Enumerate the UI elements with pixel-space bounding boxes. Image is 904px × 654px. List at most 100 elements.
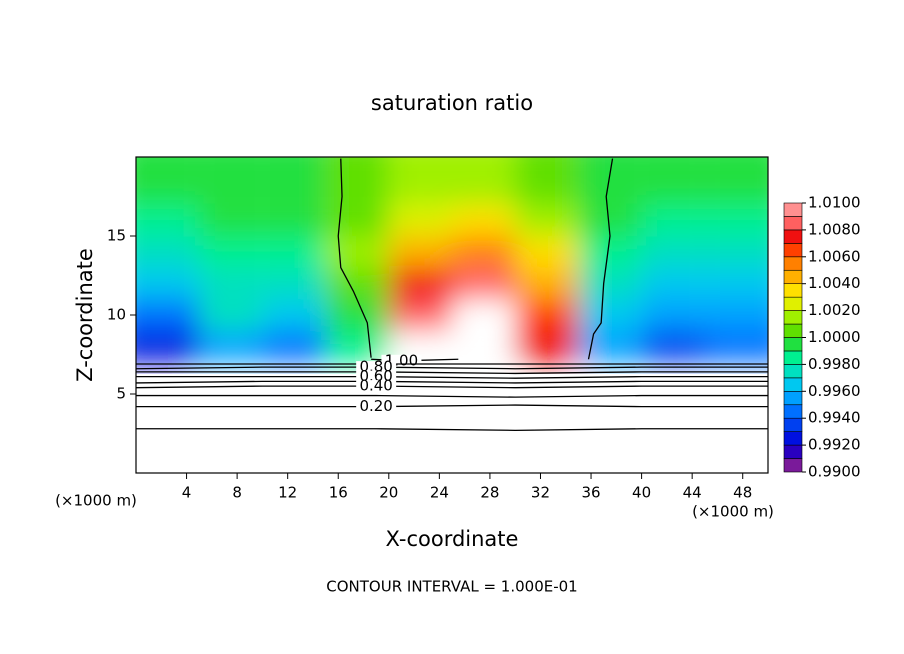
contour-line xyxy=(136,371,768,375)
field-cell xyxy=(704,204,768,236)
x-tick-label: 32 xyxy=(531,484,550,502)
field-cell xyxy=(515,299,579,331)
x-tick-label: 36 xyxy=(581,484,600,502)
field-cell xyxy=(262,236,326,268)
field-cell xyxy=(578,157,642,205)
x-tick-label: 16 xyxy=(329,484,348,502)
colorbar: 0.9900 0.9920 0.9940 0.9960 0.9980 1.0000 1.00… xyxy=(783,194,861,481)
field-cell xyxy=(641,267,705,300)
colorbar-band xyxy=(783,458,803,473)
field-cell xyxy=(452,330,516,363)
contour-label: 0.40 xyxy=(359,377,392,395)
field-cell xyxy=(641,236,705,268)
field-cell xyxy=(262,330,326,363)
field-cell xyxy=(704,330,768,363)
contour-line xyxy=(136,366,768,370)
colorbar-band xyxy=(783,216,803,231)
y-axis-label: Z-coordinate xyxy=(73,248,97,382)
contour-label-bg xyxy=(356,400,397,413)
field-cell xyxy=(388,157,452,205)
x-tick-label: 40 xyxy=(632,484,651,502)
colorbar-tick-label: 1.0040 xyxy=(808,274,861,292)
colorbar-band xyxy=(783,256,803,271)
colorbar-band xyxy=(783,243,803,258)
colorbar-band xyxy=(783,269,803,284)
x-tick-label: 4 xyxy=(182,484,192,502)
field-cell xyxy=(388,267,452,300)
field-cell xyxy=(515,236,579,268)
x-tick-label: 24 xyxy=(430,484,449,502)
field-cells xyxy=(136,157,768,363)
field-cell xyxy=(199,157,263,205)
field-cell xyxy=(262,299,326,331)
contour-line xyxy=(136,404,768,408)
colorbar-tick-label: 0.9960 xyxy=(808,382,861,400)
x-unit-label: (×1000 m) xyxy=(692,503,774,521)
footer: CONTOUR INTERVAL = 1.000E-01 xyxy=(326,578,577,596)
x-tick-label: 48 xyxy=(733,484,752,502)
field-cell xyxy=(262,204,326,236)
field-cell xyxy=(641,330,705,363)
field xyxy=(136,157,768,363)
colorbar-band xyxy=(783,377,803,392)
colorbar-band xyxy=(783,296,803,311)
contour-line xyxy=(136,380,768,384)
y-tick-label: 10 xyxy=(107,306,126,324)
colorbar-tick-label: 0.9940 xyxy=(808,409,861,427)
field-cell xyxy=(452,299,516,331)
field-cell xyxy=(388,204,452,236)
colorbar-band xyxy=(783,364,803,379)
field-cell xyxy=(388,299,452,331)
contour-line xyxy=(136,394,768,398)
field-cell xyxy=(641,299,705,331)
x-unit-label: (×1000 m) xyxy=(55,492,137,510)
field-cell xyxy=(452,267,516,300)
field-cell xyxy=(136,157,200,205)
field-cell xyxy=(515,330,579,363)
colorbar-band xyxy=(783,390,803,406)
field-cell xyxy=(136,330,200,363)
field-cell xyxy=(515,157,579,205)
field-cell xyxy=(578,330,642,363)
contour-label-bg xyxy=(356,380,397,393)
colorbar-tick-label: 1.0060 xyxy=(808,247,861,265)
field-cell xyxy=(262,157,326,205)
colorbar-band xyxy=(783,310,803,325)
field-cell xyxy=(136,236,200,268)
colorbar-tick-label: 0.9920 xyxy=(808,436,861,454)
field-cell xyxy=(704,299,768,331)
x-tick-label: 20 xyxy=(379,484,398,502)
field-cell xyxy=(136,267,200,300)
x-tick-label: 44 xyxy=(683,484,702,502)
field-cell xyxy=(641,157,705,205)
field-cell xyxy=(325,330,389,363)
colorbar-band xyxy=(783,323,803,338)
colorbar-band xyxy=(783,229,803,244)
colorbar-tick-label: 0.9900 xyxy=(808,463,861,481)
colorbar-band xyxy=(783,283,803,298)
chart-title: saturation ratio xyxy=(371,91,533,115)
contours: 1.000.800.600.400.20 xyxy=(136,158,768,431)
field-cell xyxy=(452,204,516,236)
field-cell xyxy=(325,267,389,300)
field-cell xyxy=(199,299,263,331)
contour-label: 0.20 xyxy=(359,397,392,415)
colorbar-tick-label: 1.0080 xyxy=(808,220,861,238)
y-tick-label: 5 xyxy=(116,385,126,403)
colorbar-band xyxy=(783,202,803,217)
colorbar-band xyxy=(783,444,803,459)
contour-line xyxy=(136,385,768,389)
colorbar-tick-label: 1.0000 xyxy=(808,328,861,346)
colorbar-band xyxy=(783,337,803,352)
field-cell xyxy=(641,204,705,236)
colorbar-tick-label: 1.0100 xyxy=(808,194,861,212)
field-cell xyxy=(704,267,768,300)
field-cell xyxy=(515,204,579,236)
colorbar-band xyxy=(783,431,803,446)
field-cell xyxy=(325,204,389,236)
colorbar-band xyxy=(783,404,803,419)
field-cell xyxy=(325,157,389,205)
field-cell xyxy=(578,267,642,300)
colorbar-band xyxy=(783,417,803,432)
colorbar-tick-label: 0.9980 xyxy=(808,355,861,373)
